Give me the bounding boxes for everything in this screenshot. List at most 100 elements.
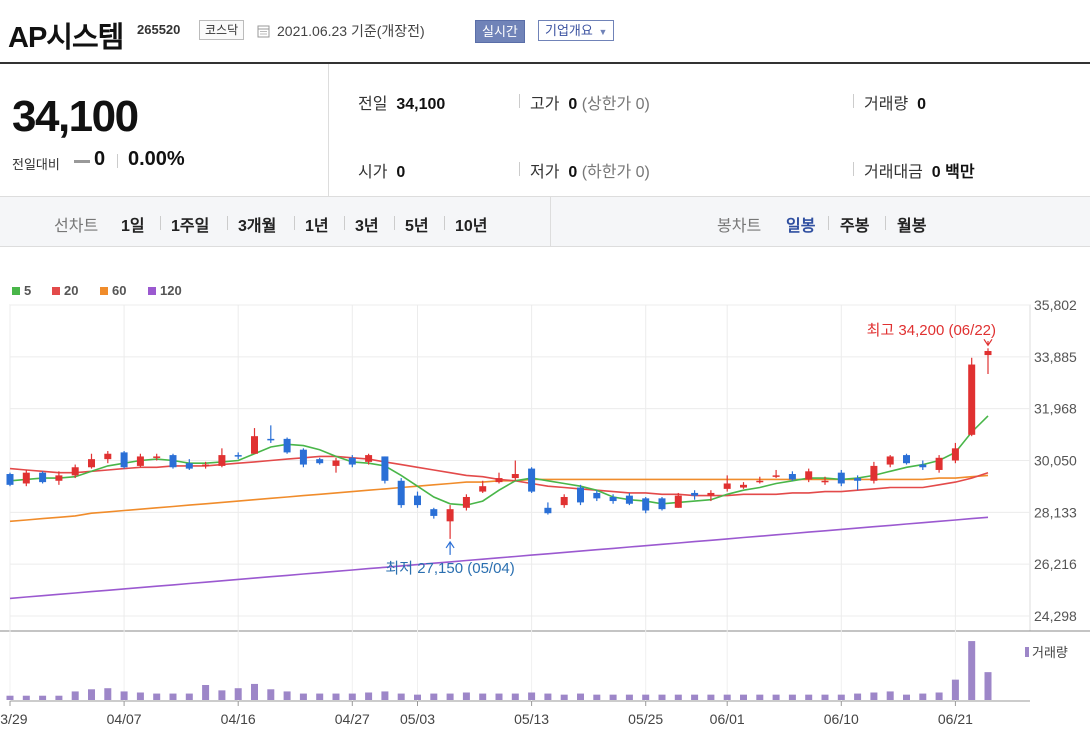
- candle-monthly[interactable]: 월봉: [897, 218, 927, 235]
- volume-bar: [6, 695, 14, 700]
- candle-body: [446, 509, 454, 522]
- volume-bar: [511, 693, 519, 700]
- legend-ma5: 5: [12, 283, 31, 298]
- candle: [935, 455, 943, 473]
- volume-bar: [316, 693, 324, 700]
- y-tick-label: 26,216: [1034, 556, 1077, 572]
- candle-body: [169, 455, 177, 468]
- candle-body: [299, 449, 307, 465]
- reference-date: 2021.06.23 기준(개장전): [277, 23, 425, 39]
- candle-body: [283, 438, 291, 453]
- volume-bar: [528, 692, 536, 700]
- candle: [267, 425, 275, 443]
- candle-body: [202, 464, 210, 467]
- volume-bar: [120, 691, 128, 700]
- period-3m[interactable]: 3개월: [238, 218, 277, 235]
- candle-chart-label: 봉차트: [717, 218, 762, 235]
- volume-bar: [202, 685, 210, 700]
- candle: [560, 494, 568, 508]
- candle: [316, 457, 324, 465]
- candle: [821, 476, 829, 485]
- candle: [202, 461, 210, 469]
- candle: [55, 471, 63, 485]
- period-1d[interactable]: 1일: [121, 218, 145, 235]
- candle: [951, 442, 959, 464]
- ma20-swatch: [52, 287, 60, 295]
- candle-body: [218, 455, 226, 466]
- volume-bar: [495, 693, 503, 700]
- candle-body: [430, 509, 438, 516]
- candle: [837, 469, 845, 487]
- realtime-button[interactable]: 실시간: [475, 20, 525, 43]
- candle-body: [935, 457, 943, 470]
- candle: [414, 491, 421, 508]
- volume-bar: [903, 694, 910, 700]
- candle-body: [903, 455, 910, 464]
- volume-bar: [968, 641, 976, 700]
- candle-body: [88, 459, 95, 468]
- ma60-swatch: [100, 287, 108, 295]
- candle-body: [609, 496, 617, 502]
- volume-bar: [283, 691, 291, 700]
- candle-body: [267, 438, 275, 441]
- candle-body: [772, 475, 780, 477]
- candle: [283, 437, 291, 454]
- stock-code: 265520: [137, 22, 181, 37]
- volume-bar: [381, 691, 389, 700]
- volume-bar: [723, 694, 731, 700]
- candle: [740, 482, 747, 489]
- volume-legend-label: 거래량: [1032, 645, 1068, 660]
- y-tick-label: 35,802: [1034, 297, 1077, 313]
- candle-body: [104, 453, 112, 460]
- period-10y[interactable]: 10년: [455, 218, 488, 235]
- candle: [185, 459, 193, 470]
- candle: [674, 492, 682, 508]
- volume-bar: [88, 689, 95, 700]
- x-tick-label: 05/03: [400, 711, 435, 727]
- period-3y[interactable]: 3년: [355, 218, 379, 235]
- volume-bar: [870, 692, 878, 700]
- candle-daily[interactable]: 일봉: [786, 218, 816, 235]
- candle-body: [723, 483, 731, 489]
- volume-bar: [674, 694, 682, 700]
- candle-body: [397, 480, 405, 506]
- divider: [294, 216, 295, 230]
- candle: [39, 471, 47, 484]
- period-1y[interactable]: 1년: [305, 218, 329, 235]
- candle: [968, 357, 976, 437]
- volume-bar: [218, 690, 226, 700]
- candle-body: [854, 478, 862, 481]
- volume-bar: [251, 683, 258, 700]
- volume-bar: [299, 693, 307, 700]
- candle: [120, 451, 128, 469]
- candle-weekly[interactable]: 주봉: [840, 218, 870, 235]
- candle-body: [316, 459, 324, 464]
- ma5-swatch: [12, 287, 20, 295]
- prev-close-label: 전일: [358, 96, 388, 113]
- divider: [394, 216, 395, 230]
- divider: [828, 216, 829, 230]
- volume-bar: [55, 695, 63, 700]
- candle-body: [153, 456, 161, 458]
- volume-bar: [169, 693, 177, 700]
- divider: [344, 216, 345, 230]
- candle: [625, 492, 633, 506]
- period-5y[interactable]: 5년: [405, 218, 429, 235]
- period-1w[interactable]: 1주일: [171, 218, 210, 235]
- candle-body: [674, 495, 682, 508]
- low-value: 0: [568, 164, 578, 181]
- stock-header: AP시스템 265520 코스닥 2021.06.23 기준(개장전) 실시간 …: [0, 0, 1090, 62]
- candle-body: [951, 448, 959, 461]
- legend-ma120-label: 120: [160, 283, 182, 298]
- candle-body: [740, 484, 747, 488]
- company-overview-dropdown[interactable]: 기업개요 ▼: [538, 20, 615, 41]
- high-arrow-head: [983, 338, 993, 347]
- price-chart[interactable]: 35,802 33,885 31,968 30,050 28,133 26,216 24,2…: [0, 296, 1090, 736]
- candle: [299, 448, 307, 468]
- volume-bar: [935, 692, 943, 700]
- x-tick-label: 05/13: [514, 711, 549, 727]
- divider: [853, 162, 854, 176]
- volume-bar: [577, 693, 584, 700]
- volume-bar: [446, 693, 454, 700]
- divider: [853, 94, 854, 108]
